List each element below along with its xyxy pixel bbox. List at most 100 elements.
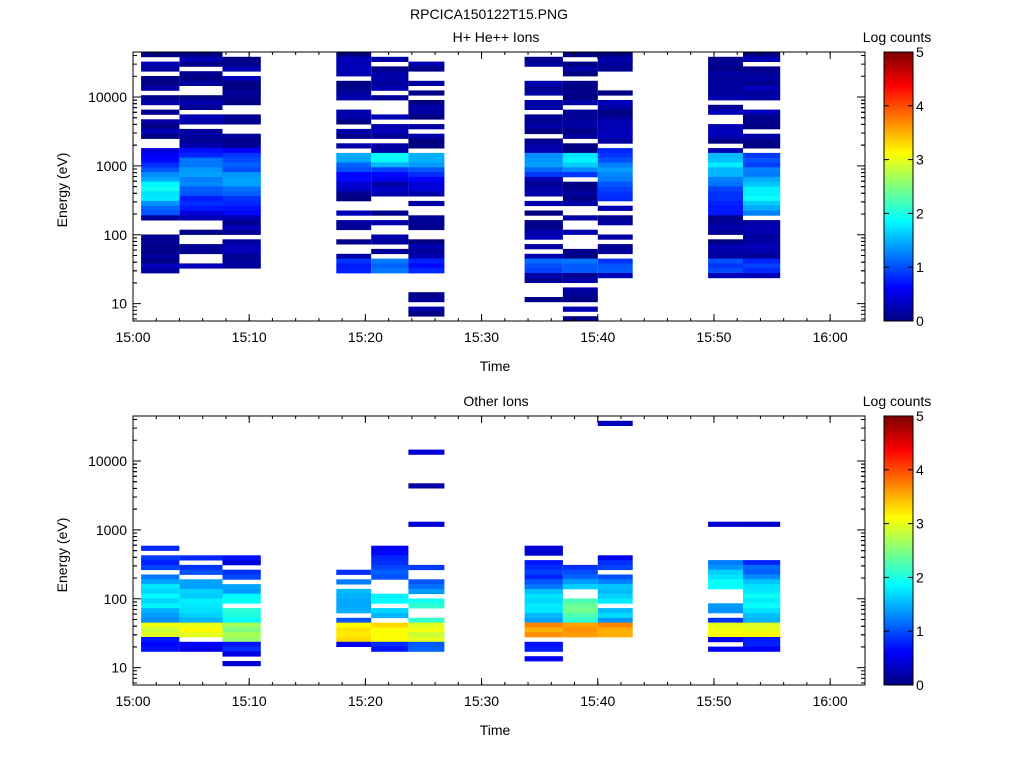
colorbar-segment — [884, 516, 913, 520]
colorbar-segment — [884, 117, 913, 120]
spectrogram-cell — [562, 66, 598, 72]
colorbar-segment — [884, 242, 913, 246]
colorbar-segment — [884, 121, 913, 125]
colorbar-segment — [884, 451, 913, 455]
colorbar-segment — [884, 128, 913, 131]
spectrogram-cell — [336, 162, 372, 168]
spectrogram-cell — [408, 483, 445, 489]
spectrogram-cell — [743, 234, 781, 240]
spectrogram-cell — [371, 598, 409, 604]
colorbar-segment — [884, 309, 913, 313]
spectrogram-cell — [222, 205, 261, 211]
spectrogram-cell — [336, 172, 372, 178]
spectrogram-cell — [408, 104, 445, 110]
spectrogram-cell — [743, 263, 781, 269]
spectrogram-cell — [141, 258, 180, 264]
spectrogram-cell — [371, 569, 409, 575]
spectrogram-cell — [222, 229, 261, 235]
colorbar-segment — [884, 552, 913, 556]
spectrogram-cell — [371, 550, 409, 556]
spectrogram-cell — [743, 229, 781, 235]
colorbar-segment — [884, 233, 913, 237]
spectrogram-cell — [141, 128, 180, 135]
spectrogram-cell — [562, 148, 598, 154]
spectrogram-cell — [562, 627, 598, 633]
spectrogram-cell — [336, 632, 372, 638]
spectrogram-cell — [179, 584, 223, 590]
spectrogram-cell — [708, 85, 743, 91]
spectrogram-cell — [408, 627, 445, 633]
spectrogram-cell — [141, 85, 180, 91]
spectrogram-cell — [141, 119, 180, 125]
colorbar-segment — [884, 289, 913, 293]
x-tick-label: 15:00 — [115, 693, 150, 709]
colorbar-segment — [884, 105, 913, 109]
spectrogram-cell — [179, 205, 223, 211]
spectrogram-cell — [562, 564, 598, 571]
colorbar-segment — [884, 635, 913, 639]
colorbar-segment — [884, 278, 913, 282]
spectrogram-cell — [524, 90, 563, 96]
spectrogram-cell — [562, 603, 598, 609]
spectrogram-cell — [222, 181, 261, 187]
colorbar-segment — [884, 447, 913, 451]
colorbar-segment — [884, 94, 913, 98]
spectrogram-cell — [597, 52, 633, 58]
spectrogram-cell — [708, 138, 743, 144]
spectrogram-cell — [524, 617, 563, 623]
spectrogram-cell — [524, 138, 563, 144]
colorbar-segment — [884, 112, 913, 116]
spectrogram-cell — [597, 109, 633, 115]
spectrogram-cell — [708, 76, 743, 82]
spectrogram-cell — [408, 646, 445, 652]
spectrogram-cell — [222, 162, 261, 168]
spectrogram-cell — [743, 220, 781, 226]
spectrogram-cell — [597, 273, 633, 279]
spectrogram-cell — [743, 588, 781, 595]
spectrogram-cell — [562, 172, 598, 178]
colorbar-segment — [884, 294, 913, 297]
spectrogram-cell — [222, 95, 261, 101]
spectrogram-cell — [743, 133, 781, 139]
colorbar-segment — [884, 554, 913, 558]
colorbar-segment — [884, 469, 913, 473]
spectrogram-cell — [336, 641, 372, 647]
colorbar-segment — [884, 577, 913, 581]
spectrogram-cell — [408, 124, 445, 130]
colorbar-tick-label: 1 — [916, 623, 924, 639]
colorbar-segment — [884, 316, 913, 320]
spectrogram-cell — [371, 239, 409, 245]
spectrogram-cell — [597, 56, 633, 62]
spectrogram-cell — [179, 71, 223, 77]
colorbar-segment — [884, 285, 913, 288]
colorbar-segment — [884, 182, 913, 185]
spectrogram-cell — [743, 598, 781, 604]
spectrogram-cell — [179, 172, 223, 178]
colorbar-segment — [884, 445, 913, 448]
spectrogram-cell — [371, 612, 409, 619]
spectrogram-cell — [524, 588, 563, 595]
spectrogram-cell — [222, 138, 261, 144]
colorbar-segment — [884, 595, 913, 599]
spectrogram-cell — [141, 66, 180, 72]
colorbar-segment — [884, 501, 913, 504]
spectrogram-cell — [371, 114, 409, 120]
spectrogram-cell — [743, 114, 781, 120]
spectrogram-cell — [222, 637, 261, 643]
colorbar-segment — [884, 456, 913, 460]
spectrogram-cell — [708, 200, 743, 207]
spectrogram-cell — [743, 560, 781, 566]
spectrogram-cell — [371, 646, 409, 652]
spectrogram-cell — [597, 90, 633, 96]
colorbar-segment — [884, 146, 913, 149]
spectrogram-cell — [141, 574, 180, 580]
spectrogram-cell — [222, 641, 261, 647]
spectrogram-cell — [562, 248, 598, 255]
spectrogram-cell — [743, 646, 781, 652]
colorbar-segment — [884, 626, 913, 630]
colorbar: 0 1 2 3 4 5 — [883, 44, 924, 329]
spectrogram-cell — [597, 564, 633, 571]
colorbar-segment — [884, 101, 913, 105]
spectrogram-cell — [222, 210, 261, 216]
colorbar-segment — [884, 253, 913, 257]
